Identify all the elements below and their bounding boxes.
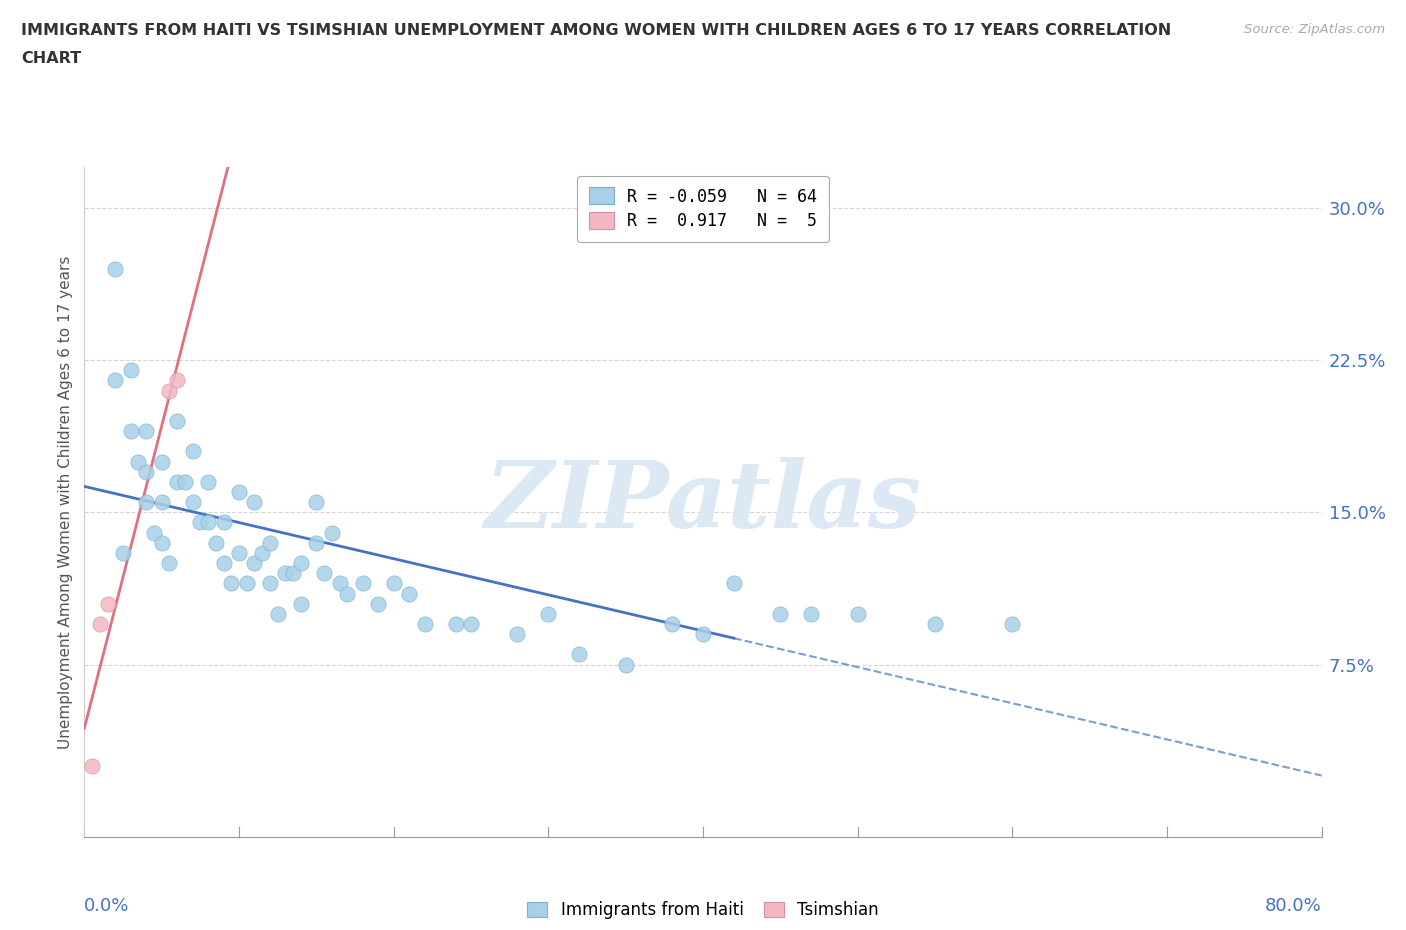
Text: ZIPatlas: ZIPatlas <box>485 458 921 547</box>
Point <box>97 596 120 611</box>
Text: 80.0%: 80.0% <box>1265 897 1322 915</box>
Point <box>150 536 173 551</box>
Point <box>135 464 157 479</box>
Point <box>614 658 637 672</box>
Point <box>166 474 188 489</box>
Point <box>166 414 188 429</box>
Point <box>243 495 266 510</box>
Point <box>568 647 591 662</box>
Point <box>352 576 374 591</box>
Point <box>267 606 290 621</box>
Point <box>846 606 869 621</box>
Point <box>89 617 111 631</box>
Point <box>537 606 560 621</box>
Point <box>120 363 142 378</box>
Point <box>259 536 281 551</box>
Point <box>274 565 297 580</box>
Point <box>197 474 219 489</box>
Point <box>104 373 127 388</box>
Point <box>336 586 359 601</box>
Point <box>692 627 714 642</box>
Point <box>769 606 792 621</box>
Point <box>1001 617 1024 631</box>
Point <box>398 586 420 601</box>
Point <box>104 261 127 276</box>
Point <box>243 555 266 570</box>
Point <box>321 525 343 540</box>
Point <box>283 565 305 580</box>
Point <box>174 474 197 489</box>
Point <box>82 759 104 774</box>
Point <box>228 546 250 561</box>
Point <box>506 627 529 642</box>
Point <box>252 546 274 561</box>
Point <box>329 576 352 591</box>
Y-axis label: Unemployment Among Women with Children Ages 6 to 17 years: Unemployment Among Women with Children A… <box>58 256 73 749</box>
Point <box>413 617 436 631</box>
Point <box>120 424 142 439</box>
Point <box>181 444 204 458</box>
Point <box>290 555 312 570</box>
Text: CHART: CHART <box>21 51 82 66</box>
Point <box>143 525 166 540</box>
Point <box>205 536 228 551</box>
Point <box>382 576 405 591</box>
Point <box>135 495 157 510</box>
Point <box>290 596 312 611</box>
Legend: Immigrants from Haiti, Tsimshian: Immigrants from Haiti, Tsimshian <box>520 895 886 925</box>
Point <box>128 454 150 469</box>
Text: IMMIGRANTS FROM HAITI VS TSIMSHIAN UNEMPLOYMENT AMONG WOMEN WITH CHILDREN AGES 6: IMMIGRANTS FROM HAITI VS TSIMSHIAN UNEMP… <box>21 23 1171 38</box>
Point <box>166 373 188 388</box>
Point <box>305 536 328 551</box>
Point <box>314 565 336 580</box>
Point <box>159 383 181 398</box>
Text: Source: ZipAtlas.com: Source: ZipAtlas.com <box>1244 23 1385 36</box>
Point <box>181 495 204 510</box>
Point <box>112 546 135 561</box>
Point <box>305 495 328 510</box>
Point <box>800 606 823 621</box>
Point <box>444 617 467 631</box>
Point <box>150 454 173 469</box>
Point <box>236 576 259 591</box>
Point <box>135 424 157 439</box>
Point <box>221 576 243 591</box>
Point <box>723 576 745 591</box>
Text: 0.0%: 0.0% <box>84 897 129 915</box>
Point <box>661 617 683 631</box>
Point <box>259 576 281 591</box>
Point <box>188 515 212 530</box>
Point <box>460 617 482 631</box>
Point <box>367 596 389 611</box>
Point <box>159 555 181 570</box>
Point <box>150 495 173 510</box>
Point <box>212 515 235 530</box>
Point <box>197 515 219 530</box>
Point <box>228 485 250 499</box>
Point <box>212 555 235 570</box>
Point <box>924 617 946 631</box>
